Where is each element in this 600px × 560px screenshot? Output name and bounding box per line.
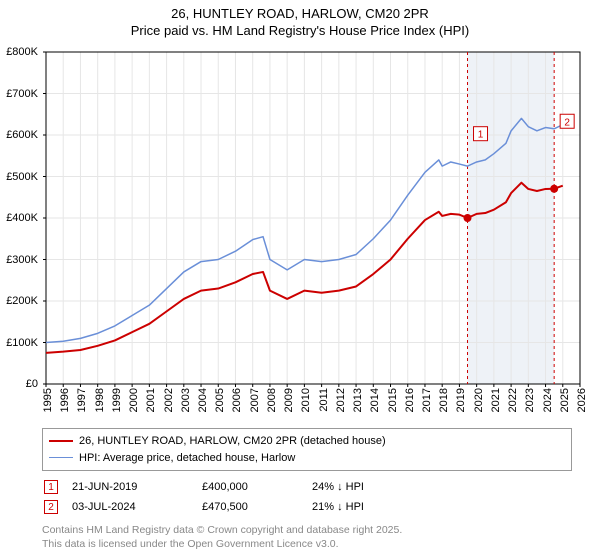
x-tick-label: 2000 <box>128 388 140 412</box>
legend-label-series1: 26, HUNTLEY ROAD, HARLOW, CM20 2PR (deta… <box>79 433 386 450</box>
y-tick-label: £0 <box>26 378 38 390</box>
y-tick-label: £200K <box>6 295 38 307</box>
x-tick-label: 2004 <box>197 388 209 412</box>
chart-svg: 12 <box>42 48 590 388</box>
attribution: Contains HM Land Registry data © Crown c… <box>42 523 572 551</box>
x-tick-label: 1998 <box>94 388 106 412</box>
legend-label-series2: HPI: Average price, detached house, Harl… <box>79 450 295 467</box>
y-tick-label: £600K <box>6 129 38 141</box>
x-tick-label: 1995 <box>42 388 54 412</box>
sale-delta: 21% ↓ HPI <box>312 501 452 513</box>
legend-row-series1: 26, HUNTLEY ROAD, HARLOW, CM20 2PR (deta… <box>49 433 565 450</box>
x-tick-label: 2006 <box>231 388 243 412</box>
sale-date: 03-JUL-2024 <box>72 501 202 513</box>
sale-marker-icon: 2 <box>44 500 58 514</box>
sale-date: 21-JUN-2019 <box>72 481 202 493</box>
sale-price: £470,500 <box>202 501 312 513</box>
legend-row-series2: HPI: Average price, detached house, Harl… <box>49 450 565 467</box>
svg-text:1: 1 <box>478 130 484 141</box>
x-tick-label: 2021 <box>490 388 502 412</box>
x-tick-label: 2014 <box>369 388 381 412</box>
y-tick-label: £300K <box>6 254 38 266</box>
x-tick-label: 2019 <box>455 388 467 412</box>
x-tick-label: 2009 <box>283 388 295 412</box>
attribution-line2: This data is licensed under the Open Gov… <box>42 537 572 551</box>
x-tick-label: 2017 <box>421 388 433 412</box>
x-tick-label: 2016 <box>404 388 416 412</box>
sale-price: £400,000 <box>202 481 312 493</box>
legend-swatch-series1 <box>49 440 73 442</box>
x-tick-label: 2008 <box>266 388 278 412</box>
title-address: 26, HUNTLEY ROAD, HARLOW, CM20 2PR <box>0 6 600 23</box>
legend: 26, HUNTLEY ROAD, HARLOW, CM20 2PR (deta… <box>42 428 572 471</box>
sale-delta: 24% ↓ HPI <box>312 481 452 493</box>
chart-title: 26, HUNTLEY ROAD, HARLOW, CM20 2PR Price… <box>0 0 600 40</box>
chart-footer: 26, HUNTLEY ROAD, HARLOW, CM20 2PR (deta… <box>42 428 572 551</box>
x-tick-label: 2010 <box>300 388 312 412</box>
svg-text:2: 2 <box>564 117 570 128</box>
x-tick-label: 2007 <box>249 388 261 412</box>
x-tick-label: 2026 <box>576 388 588 412</box>
x-tick-label: 2003 <box>180 388 192 412</box>
y-tick-label: £700K <box>6 88 38 100</box>
chart-plot-area: 12 £0£100K£200K£300K£400K£500K£600K£700K… <box>42 48 590 388</box>
x-tick-label: 2018 <box>438 388 450 412</box>
x-tick-label: 2005 <box>214 388 226 412</box>
attribution-line1: Contains HM Land Registry data © Crown c… <box>42 523 572 537</box>
chart-container: { "title": { "line1": "26, HUNTLEY ROAD,… <box>0 0 600 560</box>
x-tick-label: 2001 <box>145 388 157 412</box>
y-tick-label: £100K <box>6 337 38 349</box>
sale-row: 1 21-JUN-2019£400,00024% ↓ HPI <box>42 477 572 497</box>
y-tick-label: £400K <box>6 212 38 224</box>
x-tick-label: 2011 <box>318 388 330 412</box>
x-tick-label: 2012 <box>335 388 347 412</box>
x-tick-label: 2002 <box>163 388 175 412</box>
x-tick-label: 2013 <box>352 388 364 412</box>
x-tick-label: 2022 <box>507 388 519 412</box>
x-tick-label: 2025 <box>559 388 571 412</box>
x-tick-label: 2023 <box>524 388 536 412</box>
x-tick-label: 1996 <box>59 388 71 412</box>
x-tick-label: 2020 <box>473 388 485 412</box>
y-tick-label: £800K <box>6 46 38 58</box>
legend-swatch-series2 <box>49 457 73 458</box>
sale-marker-icon: 1 <box>44 480 58 494</box>
x-tick-label: 2015 <box>387 388 399 412</box>
title-subtitle: Price paid vs. HM Land Registry's House … <box>0 23 600 40</box>
x-tick-label: 1997 <box>76 388 88 412</box>
sales-table: 1 21-JUN-2019£400,00024% ↓ HPI 2 03-JUL-202… <box>42 477 572 517</box>
y-tick-label: £500K <box>6 171 38 183</box>
x-tick-label: 1999 <box>111 388 123 412</box>
x-tick-label: 2024 <box>542 388 554 412</box>
sale-row: 2 03-JUL-2024£470,50021% ↓ HPI <box>42 497 572 517</box>
